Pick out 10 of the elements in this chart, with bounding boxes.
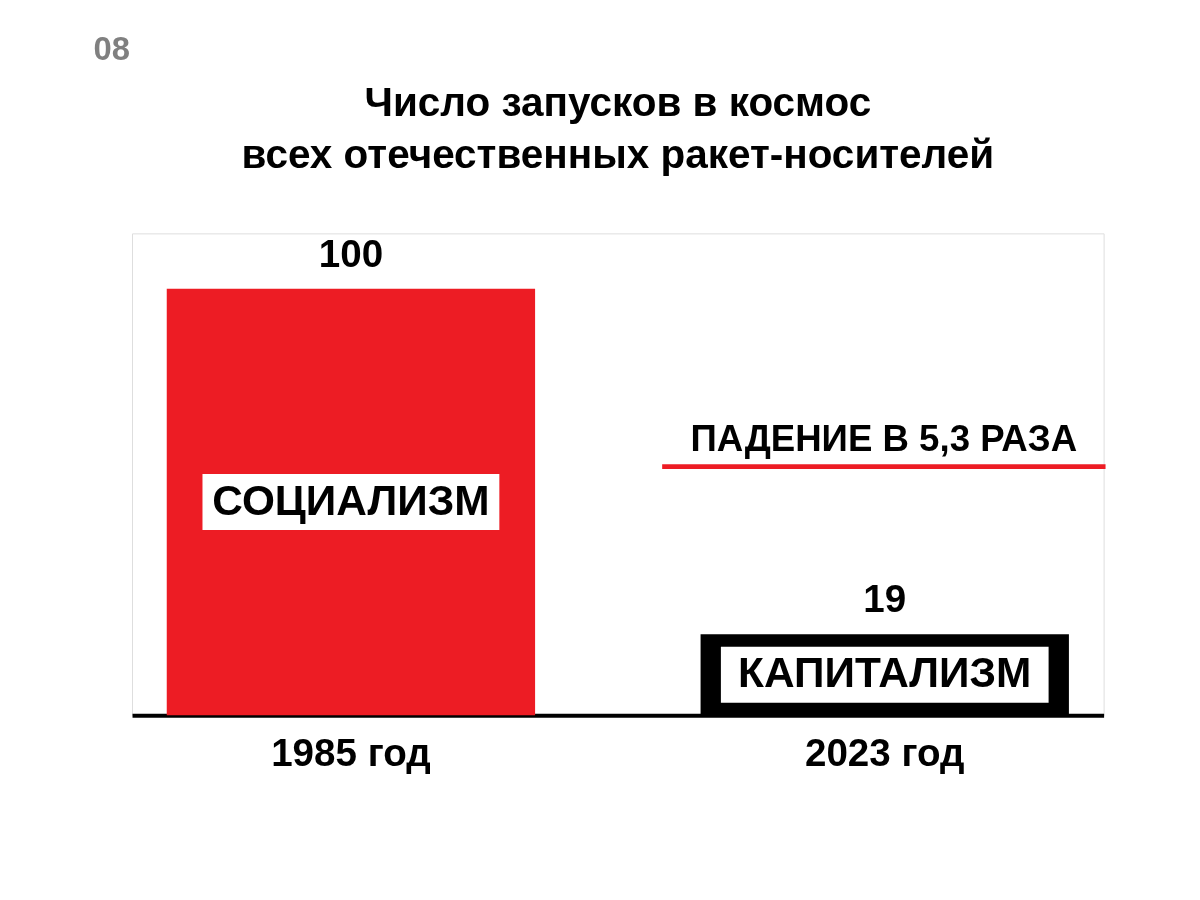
annotation: СОЦИАЛИЗМ bbox=[212, 476, 490, 524]
data-label: 19 bbox=[863, 577, 907, 621]
text: всех отечественных ракет-носителей bbox=[241, 130, 995, 177]
annotation: КАПИТАЛИЗМ bbox=[738, 649, 1032, 697]
text: 08 bbox=[93, 29, 130, 67]
data-label: 100 bbox=[318, 231, 384, 275]
annotation: ПАДЕНИЕ В 5,3 РАЗА bbox=[690, 418, 1078, 460]
text: Число запусков в космос bbox=[364, 78, 872, 125]
x-tick-label: 1985 год bbox=[271, 730, 431, 774]
x-tick-label: 2023 год bbox=[804, 730, 965, 774]
